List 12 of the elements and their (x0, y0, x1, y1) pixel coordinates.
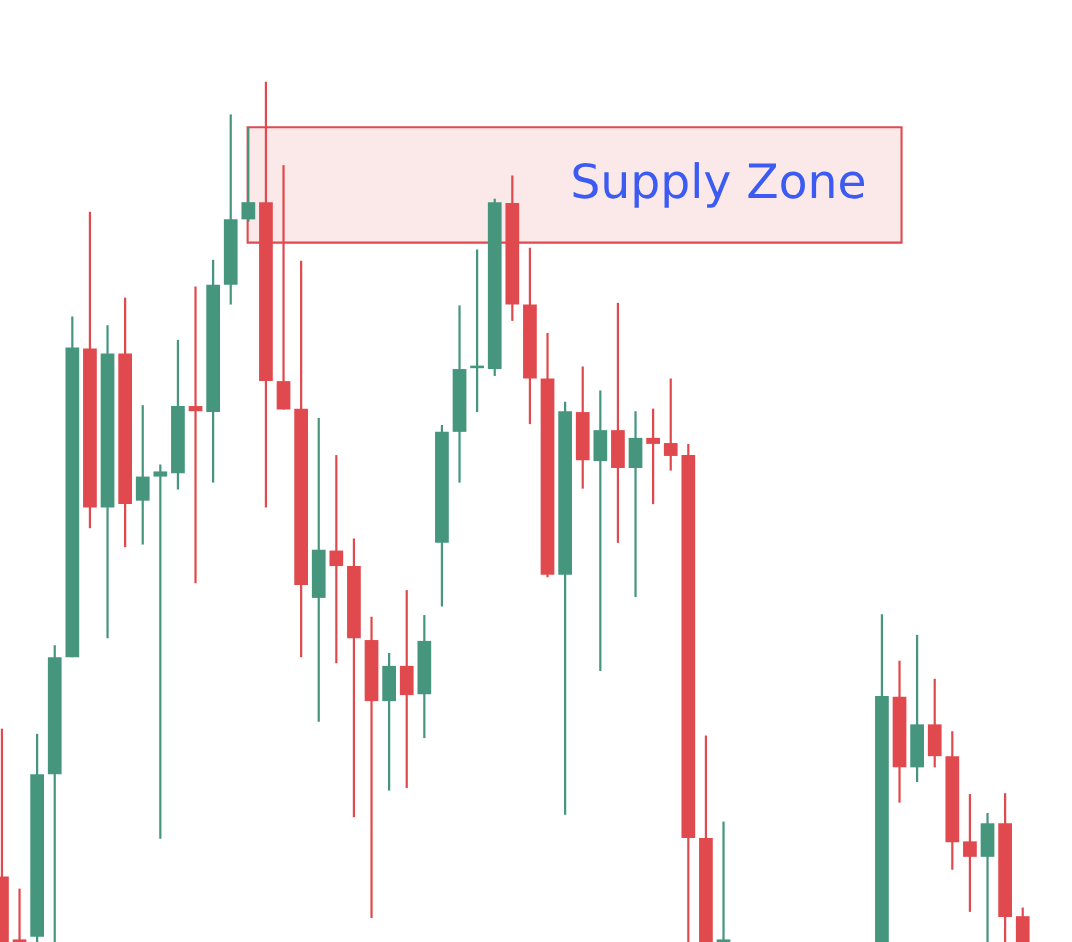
candlestick (399, 589, 414, 790)
candlestick (963, 792, 977, 913)
candlestick (716, 820, 731, 942)
candlestick (663, 377, 678, 472)
band-label: Supply Zone (573, 162, 865, 208)
candlestick (329, 453, 344, 665)
candlestick (188, 285, 203, 585)
candlestick (593, 389, 608, 673)
candlestick (153, 463, 168, 840)
candlestick (646, 407, 660, 506)
candlestick (12, 887, 27, 942)
candlestick (241, 126, 256, 224)
